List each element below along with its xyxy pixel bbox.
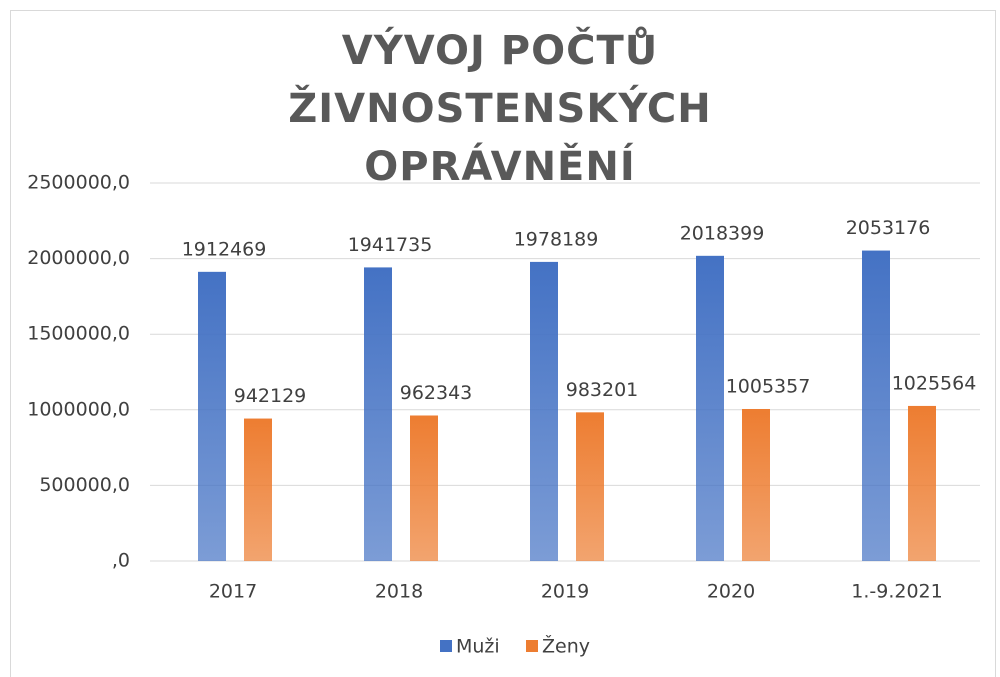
legend-swatch: [440, 640, 452, 652]
bar: [576, 412, 604, 561]
x-tick-label: 2018: [375, 581, 423, 603]
y-tick-label: 1500000,0: [27, 323, 130, 345]
y-tick-label: ,0: [112, 550, 130, 572]
bar: [862, 250, 890, 561]
legend-label: Ženy: [542, 635, 590, 658]
y-tick-label: 2000000,0: [27, 247, 130, 269]
x-tick-label: 2020: [707, 581, 755, 603]
data-label: 2053176: [846, 217, 931, 239]
y-tick-label: 2500000,0: [27, 172, 130, 194]
bar: [530, 261, 558, 561]
bar: [244, 418, 272, 561]
bar: [410, 415, 438, 561]
bar: [364, 267, 392, 561]
y-tick-label: 500000,0: [39, 474, 130, 496]
bar: [742, 408, 770, 561]
data-label: 942129: [234, 385, 307, 407]
legend-swatch: [526, 640, 538, 652]
x-tick-label: 2017: [209, 581, 257, 603]
legend-label: Muži: [456, 636, 500, 658]
chart-title: VÝVOJ POČTŮ ŽIVNOSTENSKÝCH OPRÁVNĚNÍ: [288, 28, 712, 190]
data-label: 1978189: [514, 228, 599, 250]
data-label: 962343: [400, 382, 473, 404]
data-label: 1005357: [726, 375, 811, 397]
data-label: 983201: [566, 379, 639, 401]
bar: [696, 255, 724, 562]
data-label: 1912469: [182, 238, 267, 260]
y-tick-label: 1000000,0: [27, 398, 130, 420]
bar: [198, 271, 226, 561]
x-tick-label: 1.-9.2021: [851, 581, 942, 603]
data-label: 1941735: [348, 234, 433, 256]
x-tick-label: 2019: [541, 581, 589, 603]
bar: [908, 405, 936, 561]
chart-frame: [10, 10, 996, 677]
data-label: 2018399: [680, 222, 765, 244]
data-label: 1025564: [892, 372, 977, 394]
